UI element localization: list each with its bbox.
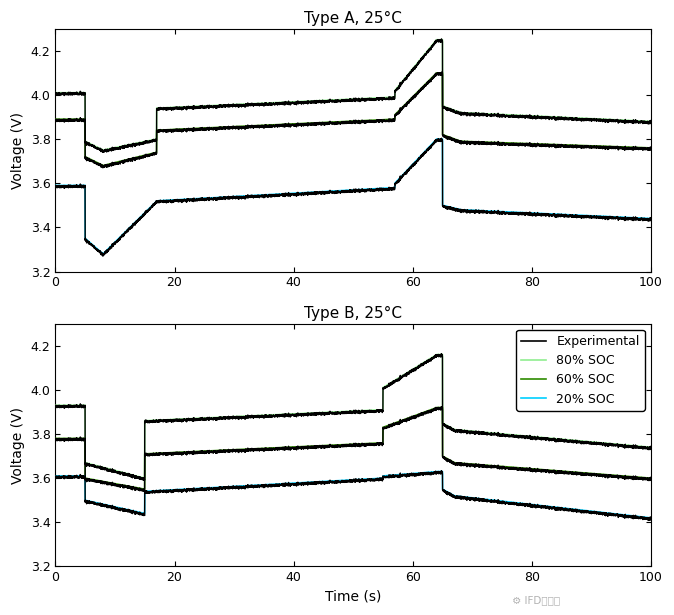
Y-axis label: Voltage (V): Voltage (V) bbox=[11, 111, 25, 189]
Title: Type B, 25°C: Type B, 25°C bbox=[304, 306, 402, 321]
Title: Type A, 25°C: Type A, 25°C bbox=[304, 11, 402, 26]
Y-axis label: Voltage (V): Voltage (V) bbox=[11, 407, 25, 483]
X-axis label: Time (s): Time (s) bbox=[325, 590, 381, 604]
Text: ⚙️ IFD优飞迪: ⚙️ IFD优飞迪 bbox=[512, 595, 560, 605]
Legend: Experimental, 80% SOC, 60% SOC, 20% SOC: Experimental, 80% SOC, 60% SOC, 20% SOC bbox=[516, 330, 645, 411]
